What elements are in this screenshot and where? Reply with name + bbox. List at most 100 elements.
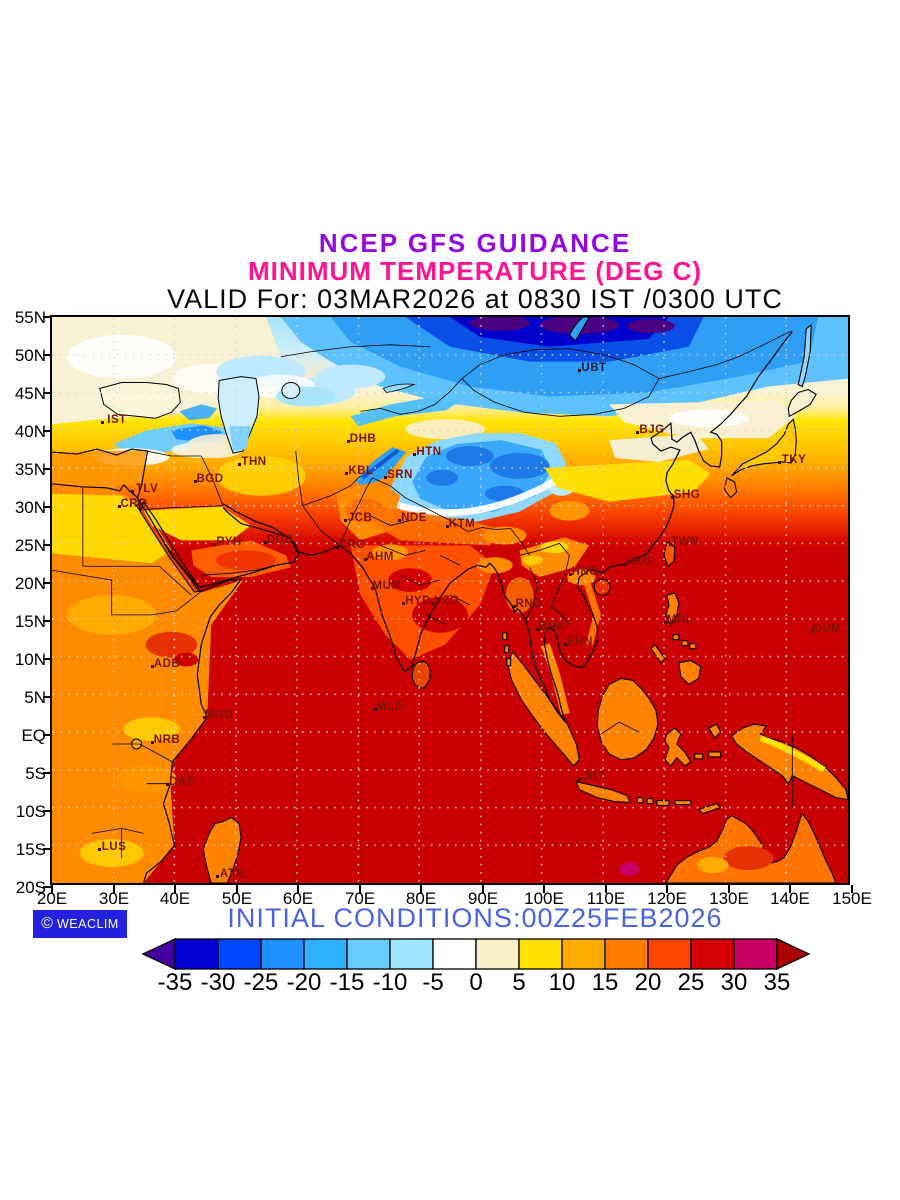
station-marker bbox=[203, 716, 206, 719]
lat-label: 30N bbox=[14, 498, 46, 517]
lat-tick bbox=[43, 810, 51, 812]
station-marker bbox=[398, 519, 401, 522]
station-label: GUM bbox=[812, 623, 842, 635]
station-label: DHB bbox=[349, 433, 377, 445]
colorbar-svg bbox=[141, 937, 811, 971]
station-marker bbox=[213, 543, 216, 546]
colorbar-value: -15 bbox=[329, 969, 365, 996]
map-frame: IST THN BGD TLV CRO RYH DUB DHB KBL SRN HTN JCB NDE K… bbox=[15, 308, 872, 908]
colorbar-value: -10 bbox=[372, 969, 408, 996]
station-marker bbox=[344, 519, 347, 522]
lat-tick bbox=[43, 772, 51, 774]
lon-tick bbox=[666, 885, 668, 893]
colorbar-value: 5 bbox=[512, 969, 526, 996]
station-marker bbox=[101, 421, 104, 424]
lat-label: 15N bbox=[14, 612, 46, 631]
colorbar-value: 30 bbox=[720, 969, 748, 996]
lon-tick bbox=[359, 885, 361, 893]
lat-tick bbox=[43, 582, 51, 584]
station-label: NRB bbox=[153, 734, 181, 746]
lat-tick bbox=[43, 848, 51, 850]
cold-air-masses bbox=[52, 317, 848, 522]
station-marker bbox=[98, 848, 101, 851]
lat-tick bbox=[43, 392, 51, 394]
temperature-map bbox=[52, 317, 848, 883]
country-borders bbox=[52, 330, 793, 859]
station-label: HTN bbox=[416, 446, 442, 458]
station-marker bbox=[118, 505, 121, 508]
lon-label: 150E bbox=[832, 889, 872, 908]
station-label: UBT bbox=[581, 362, 607, 374]
lat-tick bbox=[43, 620, 51, 622]
lon-label: 70E bbox=[344, 889, 376, 908]
colorbar-value: 15 bbox=[591, 969, 619, 996]
station-marker bbox=[564, 643, 567, 646]
station-label: BJG bbox=[639, 424, 665, 436]
lat-tick bbox=[43, 316, 51, 318]
station-label: MLD bbox=[376, 701, 404, 713]
lakes bbox=[99, 317, 590, 454]
lat-tick bbox=[43, 468, 51, 470]
lat-label: 45N bbox=[14, 384, 46, 403]
station-label: NDE bbox=[401, 512, 427, 524]
lat-label: 15S bbox=[15, 840, 46, 859]
station-marker bbox=[671, 496, 674, 499]
lon-tick bbox=[297, 885, 299, 893]
station-marker bbox=[636, 431, 639, 434]
chart-title: NCEP GFS GUIDANCE bbox=[318, 228, 632, 258]
lon-label: 130E bbox=[709, 889, 749, 908]
lon-tick bbox=[728, 885, 730, 893]
station-label: BNK bbox=[538, 621, 566, 633]
station-label: TWN bbox=[671, 536, 699, 548]
temperature-colorbar bbox=[141, 937, 811, 971]
lat-label: 5N bbox=[24, 688, 46, 707]
lon-tick bbox=[851, 885, 853, 893]
station-label: THN bbox=[241, 456, 267, 468]
lat-label: 5S bbox=[25, 764, 46, 783]
initial-conditions-line: INITIAL CONDITIONS:00Z25FEB2026 bbox=[227, 903, 723, 933]
colorbar-value: 0 bbox=[469, 969, 483, 996]
lon-tick bbox=[113, 885, 115, 893]
lat-tick bbox=[43, 886, 51, 888]
station-label: RNG bbox=[515, 598, 543, 610]
lat-label: 10S bbox=[15, 802, 46, 821]
station-marker bbox=[238, 463, 241, 466]
lon-label: 110E bbox=[586, 889, 626, 908]
station-label: HYD bbox=[405, 595, 431, 607]
station-label: HNO bbox=[571, 566, 599, 578]
chart-subtitle: MINIMUM TEMPERATURE (DEG C) bbox=[247, 256, 703, 286]
station-marker bbox=[446, 525, 449, 528]
station-marker bbox=[336, 546, 339, 549]
station-label: VZG bbox=[434, 595, 460, 607]
lat-tick bbox=[43, 430, 51, 432]
station-label: IST bbox=[107, 414, 127, 426]
station-label: PHN bbox=[567, 636, 593, 648]
copyright-icon: © bbox=[41, 915, 53, 932]
station-label: ATN bbox=[219, 868, 245, 880]
station-label: SHG bbox=[673, 489, 701, 501]
colorbar-value: 10 bbox=[548, 969, 576, 996]
lat-label: EQ bbox=[21, 726, 46, 745]
station-label: BGD bbox=[196, 473, 224, 485]
station-marker bbox=[384, 476, 387, 479]
station-label: KTM bbox=[448, 518, 476, 530]
lat-tick bbox=[43, 658, 51, 660]
station-label: MNL bbox=[666, 614, 694, 626]
weaclim-logo: © WEACLIM bbox=[33, 910, 127, 938]
colorbar-value: -35 bbox=[157, 969, 193, 996]
station-marker bbox=[364, 558, 367, 561]
colorbar-labels: -35 -30 -25 -20 -15 -10 -5 0 5 10 15 20 25 30 35 bbox=[141, 969, 811, 999]
station-marker bbox=[623, 563, 626, 566]
lon-tick bbox=[236, 885, 238, 893]
colorbar-value: -25 bbox=[243, 969, 279, 996]
lon-tick bbox=[174, 885, 176, 893]
station-label: SRN bbox=[387, 469, 413, 481]
station-marker bbox=[513, 605, 516, 608]
station-marker bbox=[431, 602, 434, 605]
lat-tick bbox=[43, 734, 51, 736]
station-label: KRC bbox=[338, 539, 366, 551]
station-marker bbox=[664, 621, 667, 624]
lon-label: 60E bbox=[282, 889, 314, 908]
station-marker bbox=[216, 875, 219, 878]
station-label: MGD bbox=[204, 709, 234, 721]
